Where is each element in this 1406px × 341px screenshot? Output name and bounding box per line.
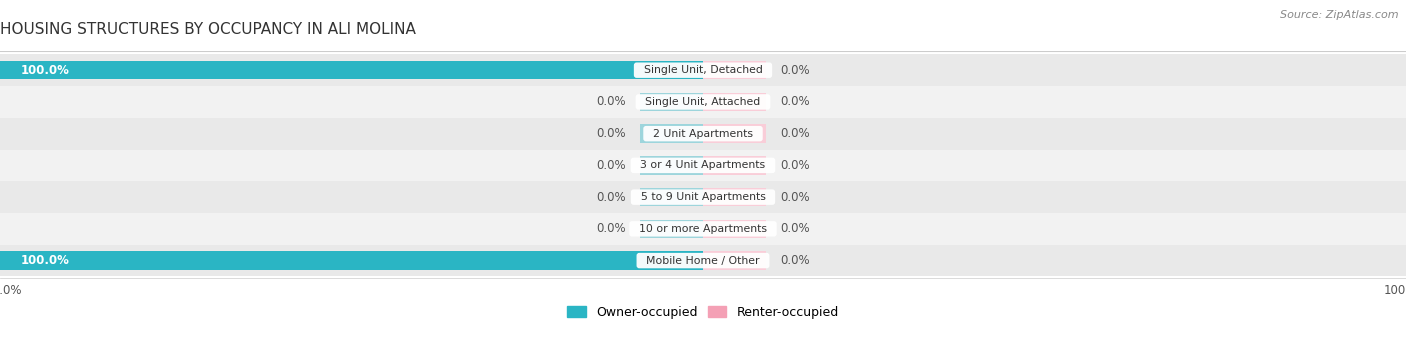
Bar	[640, 220, 703, 238]
Bar	[0, 251, 703, 270]
Bar	[0, 54, 1406, 86]
Text: Single Unit, Detached: Single Unit, Detached	[637, 65, 769, 75]
Text: 0.0%: 0.0%	[780, 191, 810, 204]
Bar	[703, 220, 766, 238]
Text: 3 or 4 Unit Apartments: 3 or 4 Unit Apartments	[634, 160, 772, 170]
Text: 10 or more Apartments: 10 or more Apartments	[633, 224, 773, 234]
Text: 0.0%: 0.0%	[596, 159, 626, 172]
Text: 0.0%: 0.0%	[780, 159, 810, 172]
Bar	[0, 245, 1406, 277]
Text: 0.0%: 0.0%	[596, 95, 626, 108]
Text: 2 Unit Apartments: 2 Unit Apartments	[645, 129, 761, 139]
Bar	[703, 61, 766, 79]
Text: HOUSING STRUCTURES BY OCCUPANCY IN ALI MOLINA: HOUSING STRUCTURES BY OCCUPANCY IN ALI M…	[0, 23, 416, 38]
Bar	[703, 251, 766, 270]
Text: 100.0%: 100.0%	[21, 254, 70, 267]
Text: 0.0%: 0.0%	[780, 127, 810, 140]
Bar	[0, 213, 1406, 245]
Bar	[0, 118, 1406, 149]
Bar	[703, 156, 766, 175]
Bar	[0, 86, 1406, 118]
Text: 0.0%: 0.0%	[780, 222, 810, 235]
Bar	[640, 188, 703, 206]
Bar	[640, 124, 703, 143]
Text: 0.0%: 0.0%	[780, 95, 810, 108]
Bar	[640, 93, 703, 111]
Bar	[703, 124, 766, 143]
Bar	[0, 149, 1406, 181]
Text: 0.0%: 0.0%	[596, 222, 626, 235]
Bar	[640, 156, 703, 175]
Text: Single Unit, Attached: Single Unit, Attached	[638, 97, 768, 107]
Text: Source: ZipAtlas.com: Source: ZipAtlas.com	[1281, 10, 1399, 20]
Text: Mobile Home / Other: Mobile Home / Other	[640, 256, 766, 266]
Text: 0.0%: 0.0%	[596, 127, 626, 140]
Bar	[703, 188, 766, 206]
Bar	[0, 61, 703, 79]
Bar	[0, 181, 1406, 213]
Text: 0.0%: 0.0%	[780, 64, 810, 77]
Text: 0.0%: 0.0%	[780, 254, 810, 267]
Bar	[703, 93, 766, 111]
Text: 100.0%: 100.0%	[21, 64, 70, 77]
Text: 5 to 9 Unit Apartments: 5 to 9 Unit Apartments	[634, 192, 772, 202]
Legend: Owner-occupied, Renter-occupied: Owner-occupied, Renter-occupied	[562, 301, 844, 324]
Text: 0.0%: 0.0%	[596, 191, 626, 204]
